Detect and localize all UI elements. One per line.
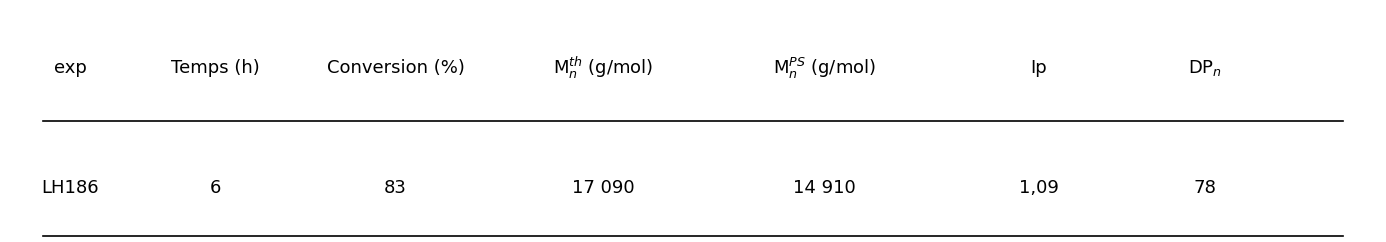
Text: 1,09: 1,09 (1019, 179, 1059, 197)
Text: Conversion (%): Conversion (%) (327, 59, 464, 77)
Text: LH186: LH186 (42, 179, 100, 197)
Text: DP$_n$: DP$_n$ (1188, 58, 1222, 78)
Text: exp: exp (54, 59, 87, 77)
Text: Ip: Ip (1030, 59, 1048, 77)
Text: M$_n^{th}$ (g/mol): M$_n^{th}$ (g/mol) (553, 55, 653, 82)
Text: Temps (h): Temps (h) (172, 59, 261, 77)
Text: 14 910: 14 910 (793, 179, 855, 197)
Text: 78: 78 (1193, 179, 1217, 197)
Text: 6: 6 (211, 179, 222, 197)
Text: 83: 83 (384, 179, 407, 197)
Text: M$_n^{PS}$ (g/mol): M$_n^{PS}$ (g/mol) (773, 56, 876, 81)
Text: 17 090: 17 090 (572, 179, 635, 197)
